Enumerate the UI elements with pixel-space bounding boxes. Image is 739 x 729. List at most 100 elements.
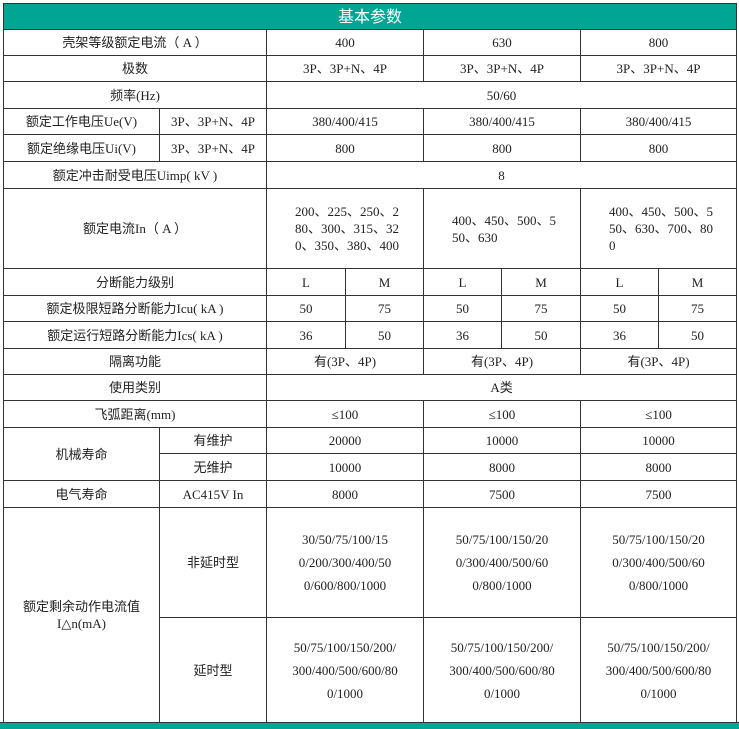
cell: 30/50/75/100/150/200/300/400/500/600/800… [266, 507, 424, 618]
cell: 50 [423, 295, 502, 322]
row-sublabel: AC415V In [159, 480, 267, 508]
cell: 400、450、500、550、630、700、800 [579, 188, 738, 269]
cell: 75 [345, 295, 424, 322]
cell: 50/75/100/150/200/300/400/500/600/800/10… [423, 507, 581, 618]
row-sublabel: 3P、3P+N、4P [159, 134, 267, 162]
cell: L [266, 268, 346, 296]
cell: 36 [266, 321, 346, 349]
cell: 有(3P、4P) [266, 348, 424, 375]
row-label: 分断能力级别 [3, 268, 267, 296]
row-label: 额定绝缘电压Ui(V) [3, 134, 160, 162]
cell: 8 [265, 161, 738, 189]
table-row: 额定剩余动作电流值 I△n(mA) 非延时型 30/50/75/100/150/2… [3, 507, 738, 723]
cell: 800 [579, 29, 738, 56]
table-row: 隔离功能 有(3P、4P) 有(3P、4P) 有(3P、4P) [3, 348, 738, 375]
table-row: 额定绝缘电压Ui(V) 3P、3P+N、4P 800 800 800 [3, 134, 738, 162]
cell: 50 [501, 321, 581, 349]
cell: 36 [423, 321, 502, 349]
table-row: 额定电流In（ A ） 200、225、250、280、300、315、320、… [3, 188, 738, 269]
cell: 3P、3P+N、4P [266, 55, 424, 82]
cell: ≤100 [423, 400, 581, 428]
row-label: 极数 [3, 55, 267, 82]
row-label: 飞弧距离(mm) [3, 400, 267, 428]
table-title: 基本参数 [2, 3, 738, 30]
cell: 50/75/100/150/200/300/400/500/600/800/10… [423, 617, 581, 723]
row-label: 额定运行短路分断能力Ics( kA ) [3, 321, 267, 349]
cell: 75 [657, 295, 738, 322]
table-row: 频率(Hz) 50/60 [3, 81, 738, 109]
cell: 50 [657, 321, 738, 349]
residual-unit: I△n(mA) [57, 616, 106, 631]
cell: 400、450、500、550、630 [423, 188, 581, 269]
cell: 有(3P、4P) [579, 348, 738, 375]
cell: 8000 [579, 453, 738, 481]
row-label: 额定电流In（ A ） [3, 188, 267, 269]
cell: ≤100 [266, 400, 424, 428]
table-row: 额定极限短路分断能力Icu( kA ) 50 75 50 75 50 75 [3, 295, 738, 322]
row-label: 壳架等级额定电流（ A ） [3, 29, 267, 56]
cell: L [580, 268, 659, 296]
cell: 36 [580, 321, 659, 349]
cell: 50 [580, 295, 659, 322]
table-row: 额定运行短路分断能力Ics( kA ) 36 50 36 50 36 50 [3, 321, 738, 349]
footer-bar [0, 722, 739, 729]
cell: 20000 [266, 427, 424, 454]
cell: 7500 [579, 480, 738, 508]
cell: 10000 [579, 427, 738, 454]
cell: 800 [266, 134, 424, 162]
cell: 50/60 [265, 81, 738, 109]
table-row: 无维护 10000 8000 8000 [4, 453, 738, 481]
cell: 380/400/415 [579, 108, 738, 135]
cell: 3P、3P+N、4P [579, 55, 738, 82]
cell: 800 [579, 134, 738, 162]
table-row: 电气寿命 AC415V In 8000 7500 7500 [3, 480, 738, 508]
cell: 50 [345, 321, 424, 349]
cell: 800 [423, 134, 581, 162]
cell: 380/400/415 [266, 108, 424, 135]
cell: 8000 [266, 480, 424, 508]
cell: M [345, 268, 424, 296]
cell: 50/75/100/150/200/300/400/500/600/800/10… [579, 617, 738, 723]
row-label: 额定工作电压Ue(V) [3, 108, 160, 135]
row-sublabel: 无维护 [159, 453, 267, 481]
table-row: 飞弧距离(mm) ≤100 ≤100 ≤100 [3, 400, 738, 428]
cell: 400 [266, 29, 424, 56]
cell: 10000 [423, 427, 581, 454]
cell: M [501, 268, 581, 296]
row-sublabel: 非延时型 [159, 507, 267, 618]
cell: 380/400/415 [423, 108, 581, 135]
row-label: 额定极限短路分断能力Icu( kA ) [3, 295, 267, 322]
cell: 有(3P、4P) [423, 348, 581, 375]
cell: 50 [266, 295, 346, 322]
cell: L [423, 268, 502, 296]
cell: 630 [423, 29, 581, 56]
table-row: 极数 3P、3P+N、4P 3P、3P+N、4P 3P、3P+N、4P [3, 55, 738, 82]
cell: 8000 [423, 453, 581, 481]
row-label: 隔离功能 [3, 348, 267, 375]
cell: M [657, 268, 738, 296]
cell: 75 [501, 295, 581, 322]
parameter-table: 基本参数 壳架等级额定电流（ A ） 400 630 800 极数 3P、3P+… [2, 3, 738, 723]
row-label: 额定冲击耐受电压Uimp( kV ) [3, 161, 267, 189]
row-label: 频率(Hz) [3, 81, 267, 109]
row-sublabel: 有维护 [159, 427, 267, 454]
table-row: 额定冲击耐受电压Uimp( kV ) 8 [3, 161, 738, 189]
row-label: 额定剩余动作电流值 I△n(mA) [3, 507, 160, 723]
cell: A类 [265, 374, 738, 401]
row-sublabel: 延时型 [159, 617, 267, 723]
residual-label: 额定剩余动作电流值 [22, 599, 140, 614]
cell: 3P、3P+N、4P [423, 55, 581, 82]
cell: ≤100 [579, 400, 738, 428]
table-row: 机械寿命 有维护 20000 10000 10000 [3, 427, 738, 481]
table-row: 延时型 50/75/100/150/200/300/400/500/600/80… [4, 617, 738, 723]
cell: 200、225、250、280、300、315、320、350、380、400 [266, 188, 424, 269]
table-row: 使用类别 A类 [3, 374, 738, 401]
cell: 50/75/100/150/200/300/400/500/600/800/10… [266, 617, 424, 723]
row-sublabel: 3P、3P+N、4P [159, 108, 267, 135]
table-row: 壳架等级额定电流（ A ） 400 630 800 [3, 29, 738, 56]
cell: 7500 [423, 480, 581, 508]
row-label: 使用类别 [3, 374, 267, 401]
cell: 50/75/100/150/200/300/400/500/600/800/10… [579, 507, 738, 618]
row-label: 机械寿命 [3, 427, 160, 481]
